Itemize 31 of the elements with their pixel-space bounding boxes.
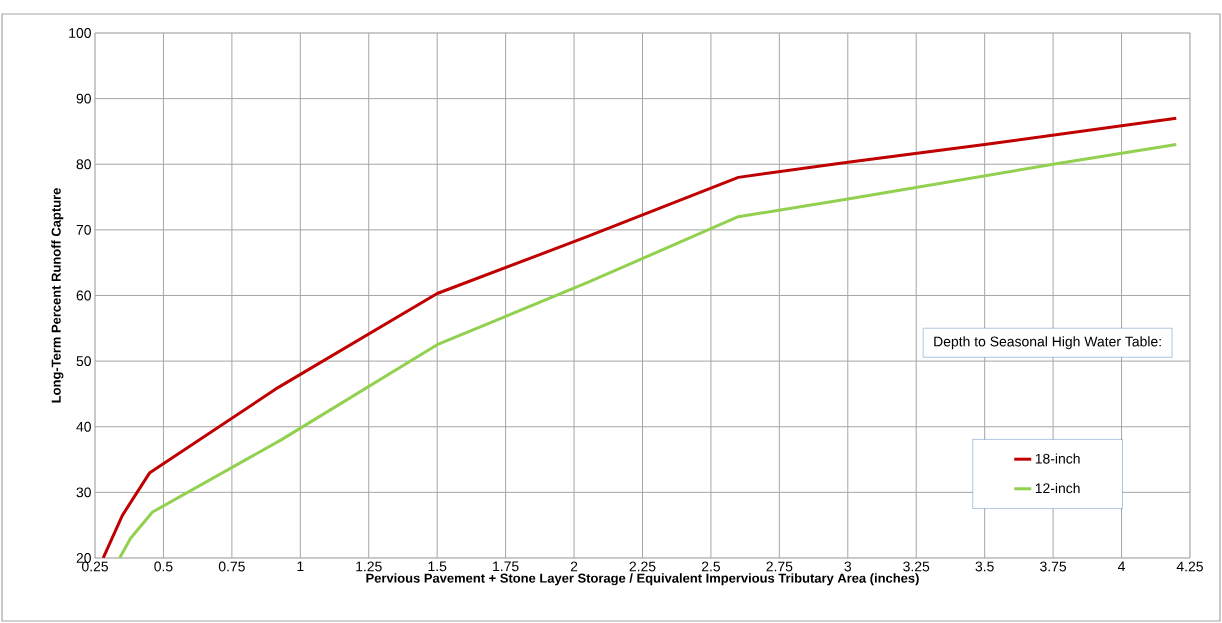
x-tick-label: 3.5 xyxy=(975,561,994,572)
x-tick-label: 4.25 xyxy=(1176,561,1203,572)
x-tick-label: 2.5 xyxy=(701,561,721,572)
y-tick-label: 50 xyxy=(76,356,91,367)
legend-title: Depth to Seasonal High Water Table: xyxy=(934,336,1161,350)
y-tick-label: 20 xyxy=(76,553,91,563)
y-tick-label: 70 xyxy=(76,224,91,235)
x-tick-label: 0.5 xyxy=(154,561,173,572)
x-tick-label: 1 xyxy=(297,561,304,572)
x-axis-title: Pervious Pavement + Stone Layer Storage / Equivalent Impervious Tributary Area (inches) xyxy=(366,573,919,586)
x-tick-label: 3.25 xyxy=(903,561,930,572)
x-tick-label: 4 xyxy=(1117,561,1125,572)
x-tick-label: 2 xyxy=(570,561,578,572)
y-axis-title: Long-Term Percent Runoff Capture xyxy=(51,188,64,403)
y-tick-label: 30 xyxy=(76,487,91,498)
x-tick-label: 2.25 xyxy=(629,561,656,572)
x-tick-label: 0.25 xyxy=(81,561,108,572)
legend-label: 18-inch xyxy=(1035,453,1080,464)
y-tick-label: 80 xyxy=(76,159,91,170)
x-tick-label: 1.75 xyxy=(493,561,519,572)
x-tick-label: 1.5 xyxy=(428,561,447,572)
x-tick-label: 2.75 xyxy=(766,561,793,572)
x-tick-label: 0.75 xyxy=(218,561,245,572)
legend-label: 12-inch xyxy=(1035,482,1080,494)
x-tick-label: 3 xyxy=(844,561,852,572)
x-tick-label: 1.25 xyxy=(356,561,382,572)
y-tick-label: 40 xyxy=(76,421,91,432)
y-tick-label: 60 xyxy=(76,290,91,301)
y-tick-label: 100 xyxy=(69,28,91,38)
x-tick-label: 3.75 xyxy=(1040,561,1067,572)
y-tick-label: 90 xyxy=(76,93,91,104)
